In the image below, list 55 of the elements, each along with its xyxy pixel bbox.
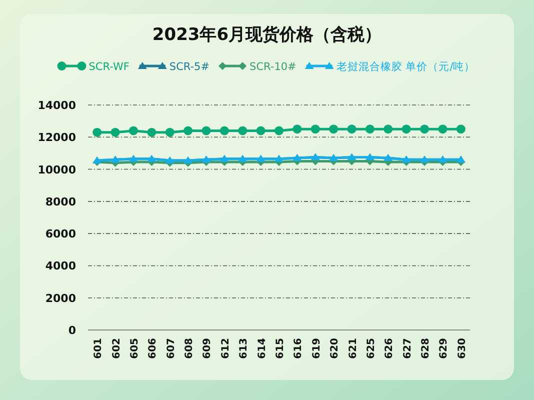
y-tick-label: 6000 — [45, 228, 76, 241]
point — [456, 124, 466, 134]
point — [384, 124, 393, 134]
x-tick-label: 630 — [456, 338, 468, 359]
point — [256, 126, 266, 136]
point — [202, 126, 211, 136]
x-tick-label: 626 — [384, 338, 396, 359]
point — [165, 128, 174, 137]
point — [402, 124, 411, 134]
point — [438, 124, 448, 134]
x-tick-label: 619 — [311, 338, 322, 359]
legend-label: 老挝混合橡胶 单价（元/吨） — [336, 60, 476, 73]
point — [310, 124, 320, 134]
x-tick-label: 621 — [348, 338, 359, 359]
point — [347, 124, 356, 134]
legend-label: SCR-WF — [88, 61, 130, 73]
x-tick-label: 612 — [220, 338, 232, 359]
x-tick-label: 615 — [275, 338, 286, 359]
x-tick-label: 609 — [202, 338, 214, 359]
x-tick-label: 625 — [366, 338, 377, 359]
x-tick-label: 606 — [148, 338, 159, 359]
x-tick-label: 608 — [184, 338, 196, 359]
y-tick-label: 4000 — [45, 260, 76, 273]
x-tick-label: 629 — [438, 338, 450, 359]
x-tick-label: 607 — [166, 338, 177, 359]
point — [220, 126, 229, 136]
y-tick-label: 14000 — [38, 99, 76, 112]
y-tick-label: 2000 — [45, 292, 76, 305]
point — [292, 124, 302, 134]
x-tick-label: 620 — [330, 338, 341, 359]
y-tick-label: 8000 — [45, 195, 76, 208]
x-tick-label: 605 — [129, 338, 140, 359]
point — [365, 124, 374, 134]
x-tick-label: 602 — [111, 338, 122, 359]
x-tick-label: 628 — [420, 338, 432, 359]
x-tick-label: 616 — [293, 338, 304, 359]
legend-label: SCR-10# — [250, 61, 296, 73]
point — [110, 128, 120, 137]
x-tick-label: 601 — [93, 338, 104, 359]
point — [274, 126, 284, 136]
y-tick-label: 12000 — [38, 131, 76, 144]
chart-title: 2023年6月现货价格（含税） — [152, 25, 382, 45]
point — [329, 124, 338, 134]
point — [420, 124, 430, 134]
point — [238, 126, 248, 136]
x-tick-label: 627 — [402, 338, 414, 359]
y-tick-label: 0 — [68, 324, 76, 337]
point — [128, 126, 138, 136]
point — [92, 128, 102, 137]
y-tick-label: 10000 — [38, 163, 76, 176]
x-tick-label: 614 — [256, 338, 268, 359]
legend-label: SCR-5# — [169, 61, 210, 73]
point — [184, 126, 193, 136]
point — [147, 128, 156, 137]
x-tick-label: 613 — [238, 338, 250, 359]
